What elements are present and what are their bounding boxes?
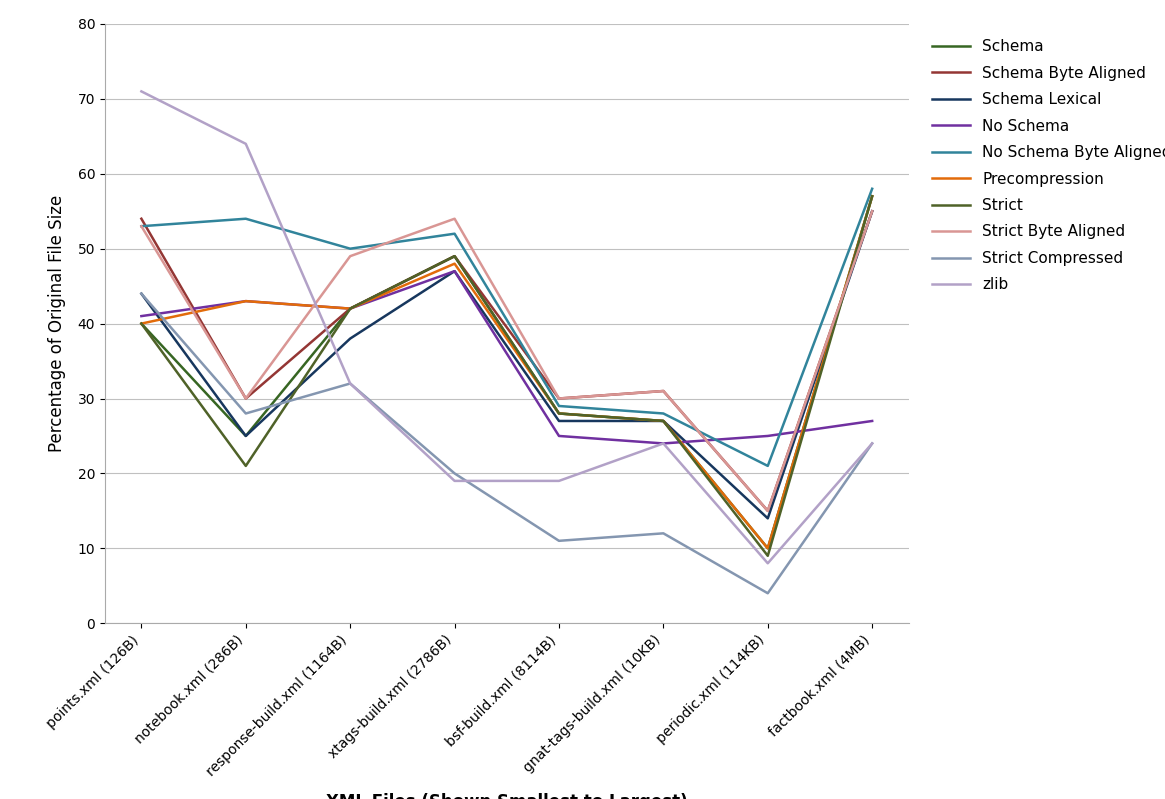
Strict (656, 416, 670, 426)
No Schema Byte Aligned (344, 244, 358, 253)
Schema Lexical (447, 266, 461, 276)
X-axis label: XML Files (Shown Smallest to Largest): XML Files (Shown Smallest to Largest) (326, 793, 687, 799)
Line: Schema Byte Aligned: Schema Byte Aligned (141, 211, 873, 511)
Strict (552, 409, 566, 419)
Precompression (552, 409, 566, 419)
Strict Byte Aligned (447, 214, 461, 224)
Schema Byte Aligned (866, 206, 880, 216)
Legend: Schema, Schema Byte Aligned, Schema Lexical, No Schema, No Schema Byte Aligned, : Schema, Schema Byte Aligned, Schema Lexi… (924, 32, 1165, 300)
Strict Byte Aligned (134, 221, 148, 231)
Schema Byte Aligned (134, 214, 148, 224)
Schema Lexical (552, 416, 566, 426)
Strict Byte Aligned (552, 394, 566, 403)
Schema Lexical (656, 416, 670, 426)
Precompression (656, 416, 670, 426)
Line: Strict Compressed: Strict Compressed (141, 293, 873, 593)
No Schema Byte Aligned (552, 401, 566, 411)
No Schema (761, 431, 775, 441)
Schema Lexical (239, 431, 253, 441)
No Schema Byte Aligned (447, 229, 461, 238)
No Schema (656, 439, 670, 448)
Line: Schema Lexical: Schema Lexical (141, 211, 873, 519)
Line: Schema: Schema (141, 197, 873, 548)
No Schema (239, 296, 253, 306)
No Schema Byte Aligned (239, 214, 253, 224)
zlib (866, 439, 880, 448)
Precompression (134, 319, 148, 328)
Schema (656, 416, 670, 426)
Schema Lexical (344, 334, 358, 344)
Schema Byte Aligned (656, 386, 670, 396)
Strict Compressed (447, 468, 461, 478)
Strict Compressed (344, 379, 358, 388)
Schema Byte Aligned (761, 506, 775, 515)
Precompression (239, 296, 253, 306)
Line: No Schema: No Schema (141, 271, 873, 443)
Schema (866, 192, 880, 201)
Strict Byte Aligned (761, 506, 775, 515)
Line: No Schema Byte Aligned: No Schema Byte Aligned (141, 189, 873, 466)
No Schema (344, 304, 358, 313)
zlib (344, 379, 358, 388)
Schema Lexical (134, 288, 148, 298)
No Schema (866, 416, 880, 426)
Precompression (866, 192, 880, 201)
Strict Byte Aligned (656, 386, 670, 396)
Schema Byte Aligned (344, 304, 358, 313)
zlib (447, 476, 461, 486)
No Schema Byte Aligned (134, 221, 148, 231)
Strict (447, 252, 461, 261)
Schema (239, 431, 253, 441)
Strict Byte Aligned (866, 206, 880, 216)
Strict Compressed (239, 409, 253, 419)
Schema (447, 252, 461, 261)
zlib (239, 139, 253, 149)
Strict Compressed (656, 529, 670, 539)
zlib (761, 559, 775, 568)
Precompression (344, 304, 358, 313)
Schema (134, 319, 148, 328)
Line: Precompression: Precompression (141, 197, 873, 548)
Schema Lexical (866, 206, 880, 216)
Y-axis label: Percentage of Original File Size: Percentage of Original File Size (49, 195, 66, 452)
Strict Compressed (552, 536, 566, 546)
Precompression (761, 543, 775, 553)
No Schema Byte Aligned (656, 409, 670, 419)
zlib (134, 86, 148, 96)
Schema Lexical (761, 514, 775, 523)
No Schema (134, 312, 148, 321)
Schema Byte Aligned (447, 252, 461, 261)
Schema (761, 543, 775, 553)
Strict Byte Aligned (239, 394, 253, 403)
Strict (134, 319, 148, 328)
Precompression (447, 259, 461, 268)
Strict Compressed (134, 288, 148, 298)
No Schema Byte Aligned (866, 184, 880, 193)
Strict (239, 461, 253, 471)
Schema (552, 409, 566, 419)
Strict (344, 304, 358, 313)
zlib (552, 476, 566, 486)
Strict (761, 551, 775, 561)
Line: zlib: zlib (141, 91, 873, 563)
No Schema (552, 431, 566, 441)
No Schema Byte Aligned (761, 461, 775, 471)
Strict (866, 192, 880, 201)
Strict Byte Aligned (344, 252, 358, 261)
Schema (344, 304, 358, 313)
Line: Strict Byte Aligned: Strict Byte Aligned (141, 211, 873, 511)
No Schema (447, 266, 461, 276)
Strict Compressed (866, 439, 880, 448)
Strict Compressed (761, 588, 775, 598)
Schema Byte Aligned (552, 394, 566, 403)
Line: Strict: Strict (141, 197, 873, 556)
zlib (656, 439, 670, 448)
Schema Byte Aligned (239, 394, 253, 403)
